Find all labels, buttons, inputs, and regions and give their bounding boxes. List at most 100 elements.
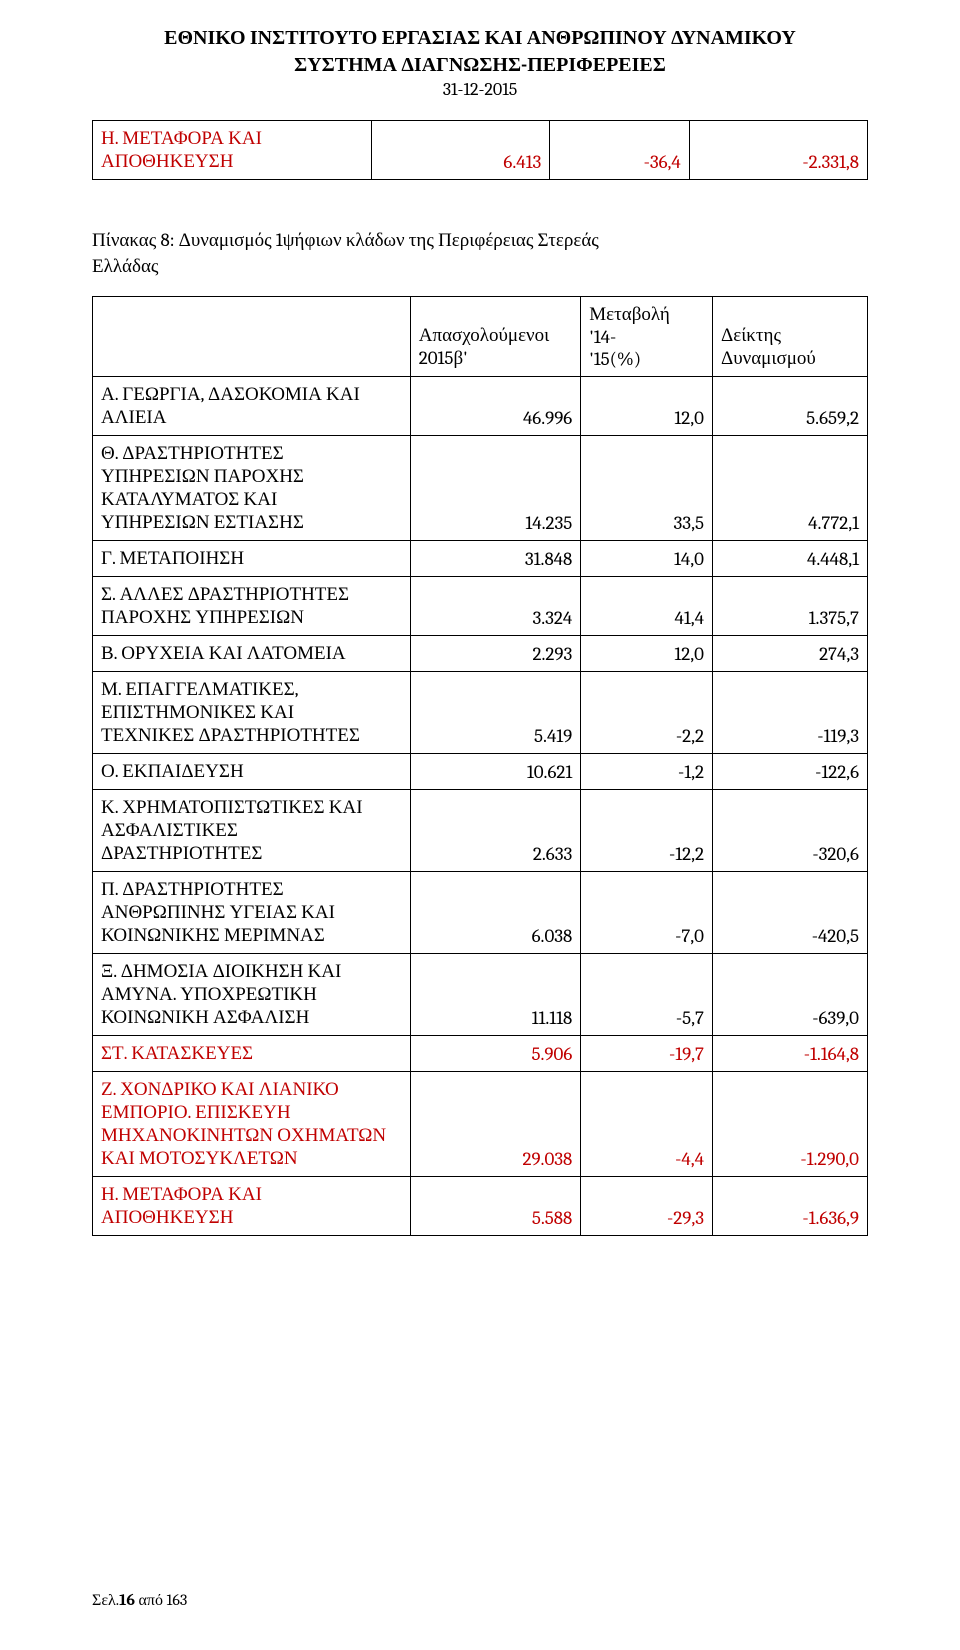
page-header: ΕΘΝΙΚΟ ΙΝΣΤΙΤΟΥΤΟ ΕΡΓΑΣΙΑΣ ΚΑΙ ΑΝΘΡΩΠΙΝΟ… xyxy=(92,24,868,102)
cell-v1: 31.848 xyxy=(410,540,581,576)
cell-v2: -7,0 xyxy=(581,871,713,953)
cell-v3: 1.375,7 xyxy=(713,576,868,635)
cell-v3: -1.636,9 xyxy=(713,1176,868,1235)
row-label-line: ΠΑΡΟΧΗΣ ΥΠΗΡΕΣΙΩΝ xyxy=(101,606,304,628)
row-label-line: Π. ΔΡΑΣΤΗΡΙΟΤΗΤΕΣ xyxy=(101,878,284,900)
row-label-line: ΣΤ. ΚΑΤΑΣΚΕΥΕΣ xyxy=(101,1042,253,1064)
header-text: 2015β' xyxy=(419,347,468,369)
cell-v1: 5.419 xyxy=(410,671,581,753)
row-label-line: ΤΕΧΝΙΚΕΣ ΔΡΑΣΤΗΡΙΟΤΗΤΕΣ xyxy=(101,724,360,746)
table-row: Θ. ΔΡΑΣΤΗΡΙΟΤΗΤΕΣΥΠΗΡΕΣΙΩΝ ΠΑΡΟΧΗΣΚΑΤΑΛΥ… xyxy=(93,435,868,540)
table-row: ΣΤ. ΚΑΤΑΣΚΕΥΕΣ5.906-19,7-1.164,8 xyxy=(93,1035,868,1071)
page-footer: Σελ.16 από 163 xyxy=(92,1591,187,1610)
main-table-body: Α. ΓΕΩΡΓΙΑ, ΔΑΣΟΚΟΜΙΑ ΚΑΙΑΛΙΕΙΑ46.99612,… xyxy=(93,376,868,1235)
header-text: Δυναμισμού xyxy=(721,347,816,369)
row-label-line: ΔΡΑΣΤΗΡΙΟΤΗΤΕΣ xyxy=(101,842,262,864)
header-cell-blank xyxy=(93,296,411,376)
cell-v3: 4.772,1 xyxy=(713,435,868,540)
footer-suffix: από 163 xyxy=(135,1591,187,1609)
table-row: Α. ΓΕΩΡΓΙΑ, ΔΑΣΟΚΟΜΙΑ ΚΑΙΑΛΙΕΙΑ46.99612,… xyxy=(93,376,868,435)
row-label: Σ. ΑΛΛΕΣ ΔΡΑΣΤΗΡΙΟΤΗΤΕΣΠΑΡΟΧΗΣ ΥΠΗΡΕΣΙΩΝ xyxy=(93,576,411,635)
row-label-line: Η. ΜΕΤΑΦΟΡΑ ΚΑΙ xyxy=(101,1183,262,1205)
row-label-line: Η. ΜΕΤΑΦΟΡΑ ΚΑΙ xyxy=(101,127,262,149)
caption-line-1: Πίνακας 8: Δυναμισμός 1ψήφιων κλάδων της… xyxy=(92,229,599,251)
table-row: Σ. ΑΛΛΕΣ ΔΡΑΣΤΗΡΙΟΤΗΤΕΣΠΑΡΟΧΗΣ ΥΠΗΡΕΣΙΩΝ… xyxy=(93,576,868,635)
cell-v2: 41,4 xyxy=(581,576,713,635)
footer-page-number: 16 xyxy=(119,1591,135,1609)
row-label: ΣΤ. ΚΑΤΑΣΚΕΥΕΣ xyxy=(93,1035,411,1071)
header-line-1: ΕΘΝΙΚΟ ΙΝΣΤΙΤΟΥΤΟ ΕΡΓΑΣΙΑΣ ΚΑΙ ΑΝΘΡΩΠΙΝΟ… xyxy=(92,24,868,51)
top-table-wrapper: Η. ΜΕΤΑΦΟΡΑ ΚΑΙ ΑΠΟΘΗΚΕΥΣΗ 6.413 -36,4 -… xyxy=(92,120,868,180)
cell-v2: -19,7 xyxy=(581,1035,713,1071)
row-label-line: ΑΛΙΕΙΑ xyxy=(101,406,166,428)
row-label-line: ΑΝΘΡΩΠΙΝΗΣ ΥΓΕΙΑΣ ΚΑΙ xyxy=(101,901,335,923)
top-table: Η. ΜΕΤΑΦΟΡΑ ΚΑΙ ΑΠΟΘΗΚΕΥΣΗ 6.413 -36,4 -… xyxy=(92,120,868,180)
row-label: Θ. ΔΡΑΣΤΗΡΙΟΤΗΤΕΣΥΠΗΡΕΣΙΩΝ ΠΑΡΟΧΗΣΚΑΤΑΛΥ… xyxy=(93,435,411,540)
table-row: Η. ΜΕΤΑΦΟΡΑ ΚΑΙΑΠΟΘΗΚΕΥΣΗ5.588-29,3-1.63… xyxy=(93,1176,868,1235)
row-label: Ξ. ΔΗΜΟΣΙΑ ΔΙΟΙΚΗΣΗ ΚΑΙΑΜΥΝΑ. ΥΠΟΧΡΕΩΤΙΚ… xyxy=(93,953,411,1035)
row-label-line: ΑΜΥΝΑ. ΥΠΟΧΡΕΩΤΙΚΗ xyxy=(101,983,317,1005)
table-row: Π. ΔΡΑΣΤΗΡΙΟΤΗΤΕΣΑΝΘΡΩΠΙΝΗΣ ΥΓΕΙΑΣ ΚΑΙΚΟ… xyxy=(93,871,868,953)
cell-v2: 33,5 xyxy=(581,435,713,540)
row-label-line: Θ. ΔΡΑΣΤΗΡΙΟΤΗΤΕΣ xyxy=(101,442,284,464)
cell-v2: -29,3 xyxy=(581,1176,713,1235)
row-label-line: ΥΠΗΡΕΣΙΩΝ ΕΣΤΙΑΣΗΣ xyxy=(101,511,304,533)
row-label-line: ΑΣΦΑΛΙΣΤΙΚΕΣ xyxy=(101,819,238,841)
cell-v3: -639,0 xyxy=(713,953,868,1035)
cell-v3: -1.290,0 xyxy=(713,1071,868,1176)
cell-v2: -4,4 xyxy=(581,1071,713,1176)
table-row: Γ. ΜΕΤΑΠΟΙΗΣΗ 31.84814,04.448,1 xyxy=(93,540,868,576)
row-label: Ζ. ΧΟΝΔΡΙΚΟ ΚΑΙ ΛΙΑΝΙΚΟΕΜΠΟΡΙΟ. ΕΠΙΣΚΕΥΗ… xyxy=(93,1071,411,1176)
cell-v1: 29.038 xyxy=(410,1071,581,1176)
row-label-line: Ο. ΕΚΠΑΙΔΕΥΣΗ xyxy=(101,760,244,782)
cell-v1: 10.621 xyxy=(410,753,581,789)
row-label-line: Μ. ΕΠΑΓΓΕΛΜΑΤΙΚΕΣ, xyxy=(101,678,299,700)
header-text: '15(%) xyxy=(589,348,641,370)
row-label-line: ΚΑΙ ΜΟΤΟΣΥΚΛΕΤΩΝ xyxy=(101,1147,298,1169)
cell-v1: 14.235 xyxy=(410,435,581,540)
table-row: Ξ. ΔΗΜΟΣΙΑ ΔΙΟΙΚΗΣΗ ΚΑΙΑΜΥΝΑ. ΥΠΟΧΡΕΩΤΙΚ… xyxy=(93,953,868,1035)
table-row: Κ. ΧΡΗΜΑΤΟΠΙΣΤΩΤΙΚΕΣ ΚΑΙΑΣΦΑΛΙΣΤΙΚΕΣΔΡΑΣ… xyxy=(93,789,868,871)
row-label-line: ΑΠΟΘΗΚΕΥΣΗ xyxy=(101,1206,233,1228)
row-label: Κ. ΧΡΗΜΑΤΟΠΙΣΤΩΤΙΚΕΣ ΚΑΙΑΣΦΑΛΙΣΤΙΚΕΣΔΡΑΣ… xyxy=(93,789,411,871)
row-label-line: Ξ. ΔΗΜΟΣΙΑ ΔΙΟΙΚΗΣΗ ΚΑΙ xyxy=(101,960,341,982)
row-label-line: ΕΠΙΣΤΗΜΟΝΙΚΕΣ ΚΑΙ xyxy=(101,701,294,723)
header-line-3: 31-12-2015 xyxy=(92,78,868,102)
header-text: Δείκτης xyxy=(721,324,781,346)
table-row: Η. ΜΕΤΑΦΟΡΑ ΚΑΙ ΑΠΟΘΗΚΕΥΣΗ 6.413 -36,4 -… xyxy=(93,121,868,180)
cell-v1: 3.324 xyxy=(410,576,581,635)
row-label: Μ. ΕΠΑΓΓΕΛΜΑΤΙΚΕΣ,ΕΠΙΣΤΗΜΟΝΙΚΕΣ ΚΑΙΤΕΧΝΙ… xyxy=(93,671,411,753)
caption-line-2: Ελλάδας xyxy=(92,255,158,277)
table-row: Ζ. ΧΟΝΔΡΙΚΟ ΚΑΙ ΛΙΑΝΙΚΟΕΜΠΟΡΙΟ. ΕΠΙΣΚΕΥΗ… xyxy=(93,1071,868,1176)
row-label-line: ΑΠΟΘΗΚΕΥΣΗ xyxy=(101,150,233,172)
table-header-row: Απασχολούμενοι 2015β' Μεταβολή '14- '15(… xyxy=(93,296,868,376)
cell-v3: -420,5 xyxy=(713,871,868,953)
row-label-line: Κ. ΧΡΗΜΑΤΟΠΙΣΤΩΤΙΚΕΣ ΚΑΙ xyxy=(101,796,363,818)
main-table: Απασχολούμενοι 2015β' Μεταβολή '14- '15(… xyxy=(92,296,868,1236)
table-caption: Πίνακας 8: Δυναμισμός 1ψήφιων κλάδων της… xyxy=(92,228,868,279)
cell-v2: 14,0 xyxy=(581,540,713,576)
row-label: Γ. ΜΕΤΑΠΟΙΗΣΗ xyxy=(93,540,411,576)
cell-v2: -36,4 xyxy=(550,121,690,180)
cell-v3: -320,6 xyxy=(713,789,868,871)
cell-v1: 11.118 xyxy=(410,953,581,1035)
cell-v3: 4.448,1 xyxy=(713,540,868,576)
row-label: Η. ΜΕΤΑΦΟΡΑ ΚΑΙ ΑΠΟΘΗΚΕΥΣΗ xyxy=(93,121,372,180)
cell-v3: -1.164,8 xyxy=(713,1035,868,1071)
page-container: ΕΘΝΙΚΟ ΙΝΣΤΙΤΟΥΤΟ ΕΡΓΑΣΙΑΣ ΚΑΙ ΑΝΘΡΩΠΙΝΟ… xyxy=(0,0,960,1650)
row-label-line: Ζ. ΧΟΝΔΡΙΚΟ ΚΑΙ ΛΙΑΝΙΚΟ xyxy=(101,1078,339,1100)
cell-v2: 12,0 xyxy=(581,635,713,671)
row-label-line: ΚΑΤΑΛΥΜΑΤΟΣ ΚΑΙ xyxy=(101,488,277,510)
cell-v2: 12,0 xyxy=(581,376,713,435)
row-label-line: Γ. ΜΕΤΑΠΟΙΗΣΗ xyxy=(101,547,244,569)
cell-v3: -119,3 xyxy=(713,671,868,753)
row-label: Ο. ΕΚΠΑΙΔΕΥΣΗ xyxy=(93,753,411,789)
cell-v2: -2,2 xyxy=(581,671,713,753)
table-row: Β. ΟΡΥΧΕΙΑ ΚΑΙ ΛΑΤΟΜΕΙΑ2.29312,0274,3 xyxy=(93,635,868,671)
header-cell-col1: Απασχολούμενοι 2015β' xyxy=(410,296,581,376)
row-label: Α. ΓΕΩΡΓΙΑ, ΔΑΣΟΚΟΜΙΑ ΚΑΙΑΛΙΕΙΑ xyxy=(93,376,411,435)
row-label: Η. ΜΕΤΑΦΟΡΑ ΚΑΙΑΠΟΘΗΚΕΥΣΗ xyxy=(93,1176,411,1235)
cell-v2: -5,7 xyxy=(581,953,713,1035)
row-label-line: ΕΜΠΟΡΙΟ. ΕΠΙΣΚΕΥΗ xyxy=(101,1101,291,1123)
header-cell-col3: Δείκτης Δυναμισμού xyxy=(713,296,868,376)
